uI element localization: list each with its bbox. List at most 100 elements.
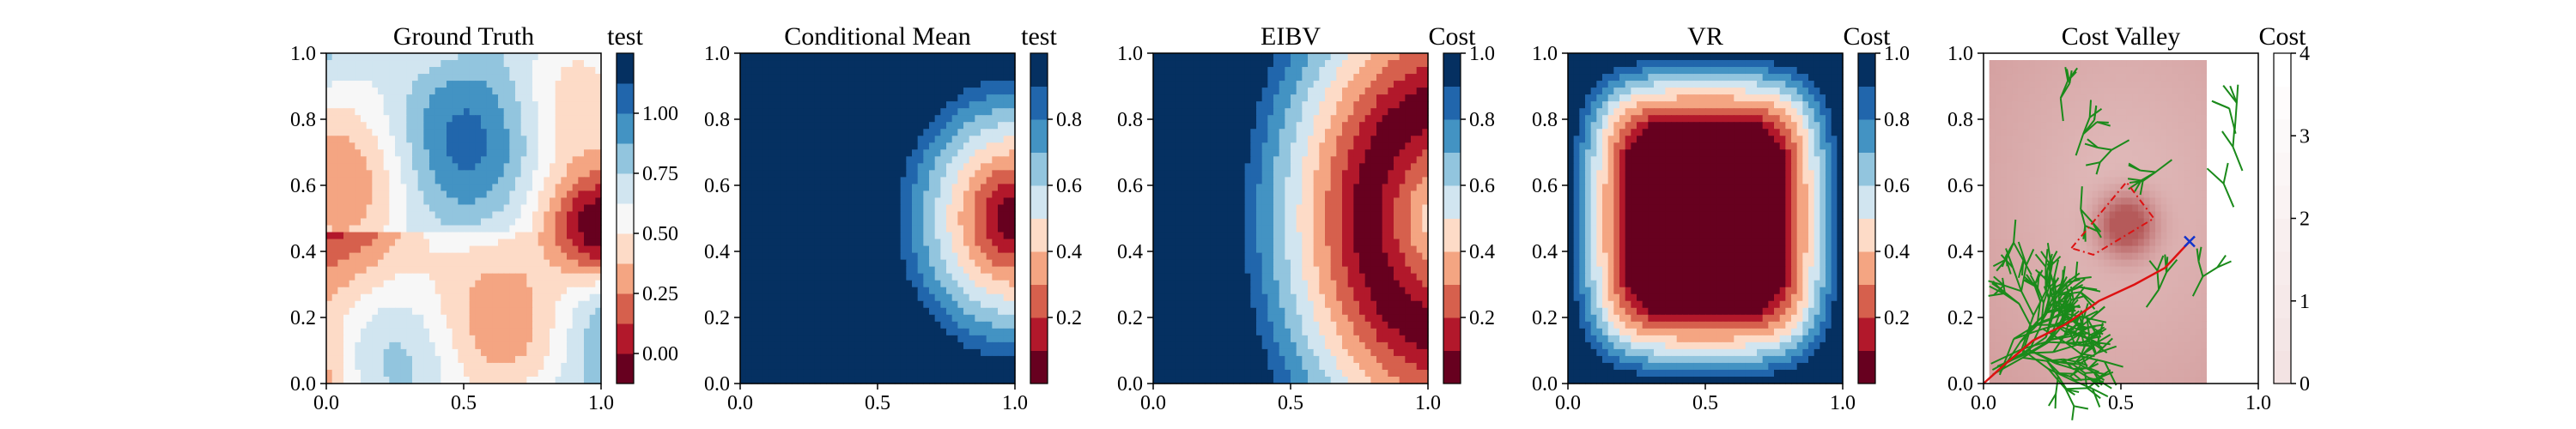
heatmap-cell [843, 60, 850, 68]
heatmap-cell [895, 293, 902, 302]
heatmap-cell [1188, 53, 1194, 61]
heatmap-cell [337, 142, 344, 150]
heatmap-cell [809, 101, 816, 109]
heatmap-cell [780, 355, 787, 364]
heatmap-cell [498, 335, 505, 343]
heatmap-cell [969, 239, 975, 247]
heatmap-cell [1216, 53, 1223, 61]
heatmap-cell [1176, 81, 1182, 88]
heatmap-cell [981, 74, 987, 82]
heatmap-cell [417, 355, 424, 364]
heatmap-cell [1188, 88, 1194, 95]
heatmap-cell [452, 129, 459, 136]
heatmap-cell [515, 287, 522, 295]
heatmap-cell [775, 88, 781, 95]
heatmap-cell [906, 287, 913, 295]
heatmap-cell [406, 122, 413, 130]
heatmap-cell [889, 108, 896, 116]
heatmap-cell [337, 362, 344, 371]
heatmap-cell [469, 53, 476, 61]
heatmap-cell [1199, 88, 1206, 95]
heatmap-cell [469, 74, 476, 82]
heatmap-cell [361, 225, 368, 233]
heatmap-cell [998, 232, 1005, 240]
heatmap-cell [797, 335, 804, 343]
heatmap-cell [589, 218, 596, 227]
heatmap-cell [447, 163, 453, 171]
heatmap-cell [361, 156, 368, 164]
heatmap-cell [860, 142, 867, 150]
heatmap-cell [532, 94, 539, 102]
heatmap-cell [400, 355, 407, 364]
heatmap-cell [458, 142, 465, 150]
heatmap-cell [860, 163, 867, 171]
heatmap-cell [372, 94, 379, 102]
heatmap-cell [757, 348, 764, 357]
heatmap-cell [544, 321, 550, 329]
heatmap-cell [906, 94, 913, 102]
heatmap-cell [826, 362, 833, 371]
heatmap-cell [532, 287, 539, 295]
heatmap-cell [1222, 74, 1229, 82]
heatmap-cell [780, 225, 787, 233]
heatmap-cell [395, 376, 402, 384]
heatmap-cell [745, 60, 752, 68]
heatmap-cell [929, 273, 936, 281]
heatmap-cell [337, 218, 344, 227]
heatmap-cell [434, 149, 441, 157]
heatmap-cell [981, 314, 987, 323]
heatmap-cell [366, 321, 373, 329]
heatmap-cell [331, 142, 338, 150]
heatmap-cell [757, 129, 764, 136]
heatmap-cell [860, 170, 867, 178]
heatmap-cell [872, 266, 878, 275]
heatmap-cell [429, 341, 436, 350]
heatmap-cell [434, 53, 441, 61]
heatmap-cell [458, 300, 465, 309]
heatmap-cell [464, 163, 471, 171]
heatmap-cell [1176, 74, 1182, 82]
heatmap-cell [544, 101, 550, 109]
heatmap-cell [923, 321, 930, 329]
heatmap-cell [520, 266, 527, 275]
heatmap-cell [355, 252, 361, 261]
heatmap-cell [1003, 328, 1010, 336]
heatmap-cell [440, 204, 447, 213]
heatmap-cell [934, 108, 941, 116]
heatmap-cell [578, 225, 585, 233]
heatmap-cell [526, 197, 533, 206]
heatmap-cell [429, 280, 436, 288]
heatmap-cell [786, 60, 793, 68]
heatmap-cell [378, 94, 385, 102]
heatmap-cell [1233, 81, 1240, 88]
heatmap-cell [400, 74, 407, 82]
heatmap-cell [986, 245, 993, 254]
heatmap-cell [837, 67, 844, 75]
heatmap-cell [998, 108, 1005, 116]
heatmap-cell [498, 197, 505, 206]
heatmap-cell [532, 53, 539, 61]
heatmap-cell [946, 197, 953, 206]
heatmap-cell [589, 129, 596, 136]
heatmap-cell [550, 341, 556, 350]
heatmap-cell [769, 293, 775, 302]
heatmap-cell [837, 328, 844, 336]
heatmap-cell [848, 362, 855, 371]
heatmap-cell [520, 328, 527, 336]
heatmap-cell [826, 369, 833, 378]
heatmap-cell [826, 314, 833, 323]
heatmap-cell [1336, 88, 1343, 95]
heatmap-cell [843, 362, 850, 371]
heatmap-cell [843, 287, 850, 295]
heatmap-cell [561, 335, 568, 343]
heatmap-cell [486, 136, 493, 143]
heatmap-cell [417, 197, 424, 206]
heatmap-cell [1359, 81, 1366, 88]
heatmap-cell [946, 225, 953, 233]
heatmap-cell [1003, 225, 1010, 233]
heatmap-cell [895, 341, 902, 350]
heatmap-cell [940, 67, 947, 75]
heatmap-cell [532, 101, 539, 109]
heatmap-cell [1003, 273, 1010, 281]
heatmap-cell [447, 74, 453, 82]
